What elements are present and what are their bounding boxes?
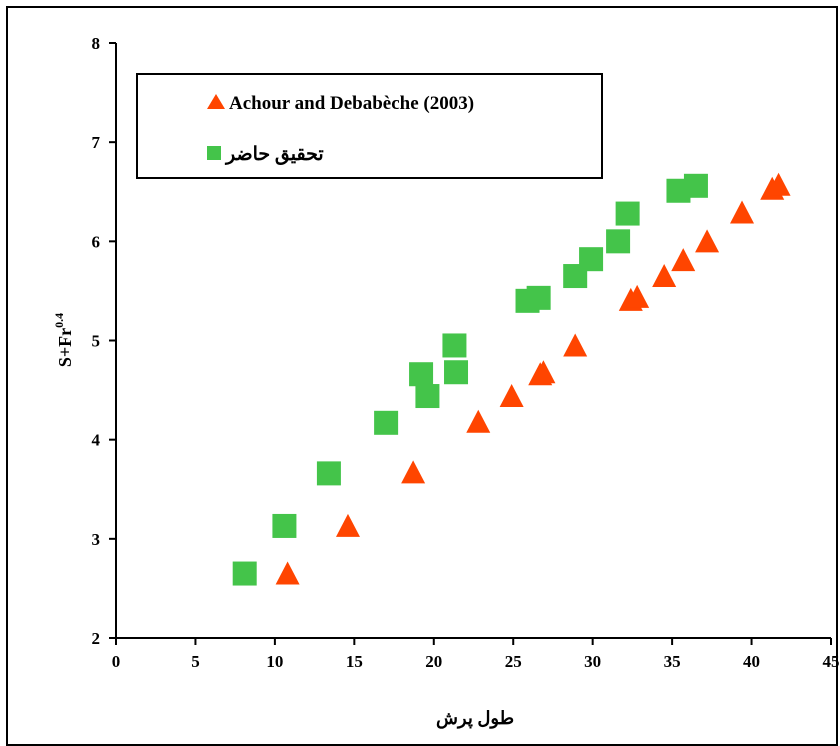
- y-tick-label: 8: [92, 34, 101, 53]
- y-axis-title-base: S+Fr: [55, 328, 75, 367]
- x-axis-title: طول پرش: [436, 708, 514, 729]
- y-axis-title-exponent: 0.4: [52, 313, 66, 328]
- data-point-triangle: [531, 360, 556, 384]
- y-tick-label: 7: [92, 133, 101, 152]
- data-point-triangle: [766, 172, 791, 196]
- data-point-triangle: [652, 264, 677, 288]
- y-tick-label: 6: [92, 232, 101, 251]
- legend: Achour and Debabèche (2003) تحقیق حاضر: [136, 73, 603, 179]
- data-point-triangle: [401, 460, 426, 484]
- x-tick-label: 5: [191, 652, 200, 671]
- legend-triangle-icon: [207, 94, 225, 109]
- data-point-square: [272, 513, 297, 538]
- data-point-square: [579, 247, 604, 272]
- data-point-triangle: [466, 409, 491, 433]
- y-tick-label: 5: [92, 332, 101, 351]
- legend-square-icon: [207, 146, 221, 160]
- data-point-triangle: [730, 200, 755, 224]
- x-tick-label: 45: [823, 652, 840, 671]
- x-tick-label: 40: [743, 652, 760, 671]
- y-tick-label: 2: [92, 629, 101, 648]
- data-point-square: [606, 229, 631, 254]
- x-tick-label: 30: [584, 652, 601, 671]
- data-point-square: [526, 285, 551, 310]
- x-tick-label: 35: [664, 652, 681, 671]
- data-point-triangle: [499, 384, 524, 408]
- data-point-triangle: [695, 229, 720, 253]
- legend-label-series-1: Achour and Debabèche (2003): [229, 93, 474, 114]
- data-point-square: [444, 360, 469, 385]
- x-tick-label: 25: [505, 652, 522, 671]
- points-layer: [232, 172, 791, 586]
- x-tick-label: 10: [266, 652, 283, 671]
- x-tick-label: 15: [346, 652, 363, 671]
- data-point-square: [442, 333, 467, 358]
- x-tick-label: 0: [112, 652, 121, 671]
- axes-layer: [115, 43, 831, 639]
- data-point-square: [232, 561, 257, 586]
- legend-box: [136, 73, 603, 179]
- data-point-triangle: [625, 284, 650, 308]
- data-point-square: [683, 173, 708, 198]
- y-axis-title: S+Fr0.4: [52, 313, 75, 367]
- data-point-square: [615, 201, 640, 226]
- data-point-triangle: [671, 248, 696, 272]
- data-point-square: [316, 461, 341, 486]
- data-point-triangle: [563, 333, 588, 357]
- data-point-square: [374, 410, 399, 435]
- x-tick-label: 20: [425, 652, 442, 671]
- data-point-triangle: [275, 561, 300, 585]
- y-tick-label: 4: [92, 431, 101, 450]
- data-point-square: [409, 362, 434, 387]
- data-point-square: [415, 384, 440, 409]
- data-point-triangle: [335, 513, 360, 537]
- y-tick-label: 3: [92, 530, 101, 549]
- legend-label-series-2: تحقیق حاضر: [224, 144, 324, 165]
